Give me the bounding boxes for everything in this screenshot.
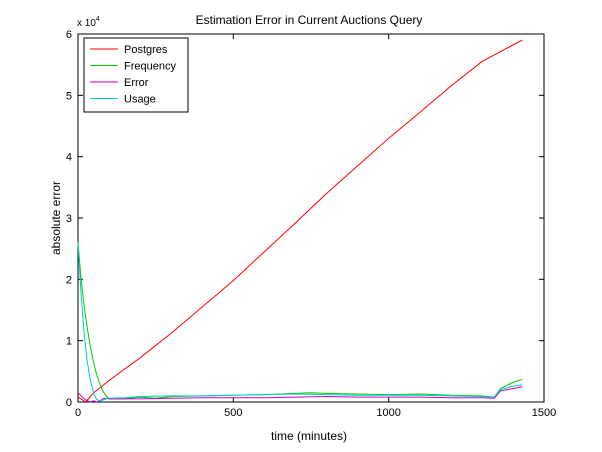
axes: 0 500 1000 1500 0 1 2 3 4 5 6 <box>66 29 556 419</box>
legend-label: Usage <box>124 94 156 106</box>
chart-title: Estimation Error in Current Auctions Que… <box>196 13 423 27</box>
y-axis-exponent-base: x 10 <box>77 18 96 29</box>
legend-label: Frequency <box>124 61 176 73</box>
series-group <box>77 39 523 403</box>
y-tick-label: 1 <box>66 336 72 348</box>
y-axis-label: absolute error <box>49 181 63 255</box>
series-line-frequency <box>77 242 523 400</box>
legend-label: Postgres <box>124 44 168 56</box>
legend-box <box>83 37 189 113</box>
y-axis-exponent: x 104 <box>77 16 100 29</box>
y-tick-label: 4 <box>66 152 72 164</box>
y-tick-label: 2 <box>66 274 72 286</box>
y-tick-label: 3 <box>66 213 72 225</box>
series-line-error <box>77 386 523 403</box>
legend: Postgres Frequency Error Usage <box>83 37 189 113</box>
y-tick-label: 6 <box>66 29 72 41</box>
y-axis-exponent-power: 4 <box>96 16 100 23</box>
x-axis-label: time (minutes) <box>271 429 347 443</box>
x-tick-label: 1000 <box>376 407 400 419</box>
x-tick-label: 0 <box>75 407 81 419</box>
series-line-postgres <box>77 39 523 403</box>
y-tick-label: 5 <box>66 90 72 102</box>
series-line-usage <box>77 242 523 402</box>
x-tick-label: 1500 <box>532 407 556 419</box>
y-tick-label: 0 <box>66 397 72 409</box>
x-tick-label: 500 <box>224 407 242 419</box>
legend-label: Error <box>124 77 149 89</box>
